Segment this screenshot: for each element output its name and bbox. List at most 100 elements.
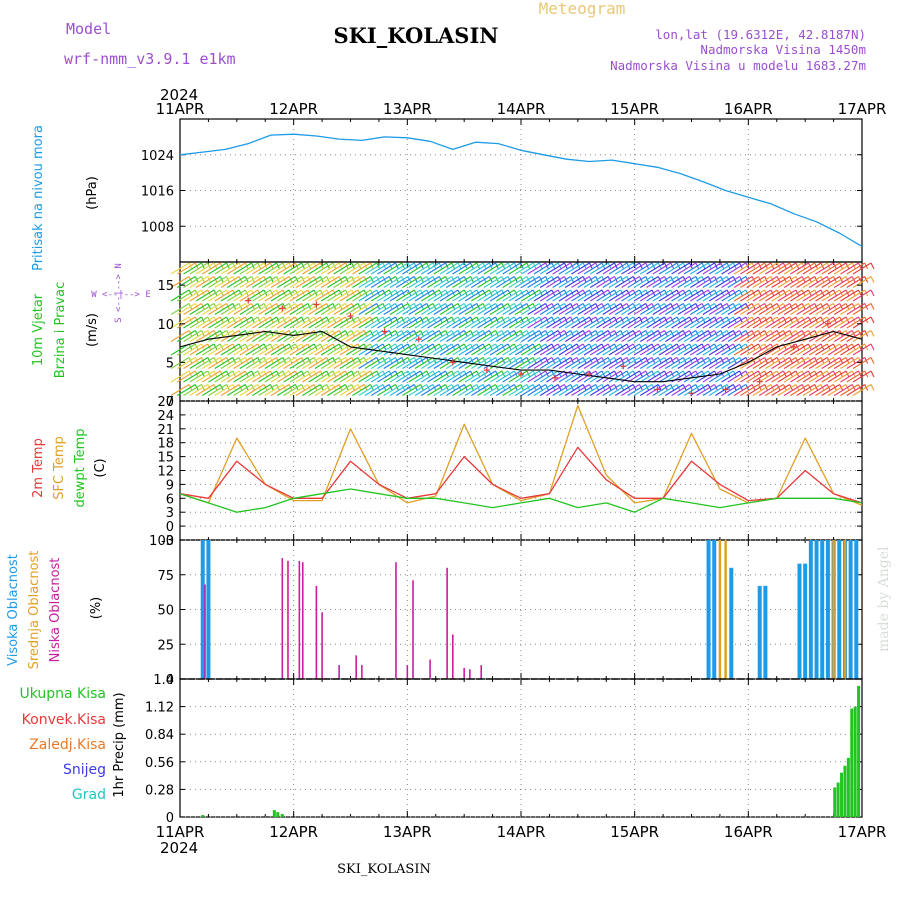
y-tick-label: 1016 bbox=[141, 185, 174, 200]
time-tick-label: 14APR bbox=[497, 100, 546, 118]
wind-barb bbox=[627, 357, 647, 369]
wind-barb bbox=[383, 262, 403, 275]
wind-barb bbox=[614, 303, 634, 315]
wind-barb bbox=[777, 316, 797, 329]
wind-barb bbox=[558, 357, 578, 369]
cloud-high-bar bbox=[825, 540, 830, 679]
wind-barb bbox=[721, 357, 740, 369]
wind-barb bbox=[370, 330, 390, 342]
wind-barb bbox=[245, 276, 265, 288]
wind-barb bbox=[364, 276, 384, 288]
wind-barb bbox=[439, 330, 459, 342]
wind-barb bbox=[477, 316, 496, 329]
wind-barb bbox=[377, 262, 396, 275]
wind-barb bbox=[577, 276, 596, 288]
wind-barb bbox=[220, 370, 240, 383]
wind-barb bbox=[790, 276, 809, 288]
time-tick-label: 12APR bbox=[269, 100, 318, 118]
wind-barb bbox=[840, 276, 859, 288]
wind-barb bbox=[289, 316, 309, 329]
wind-barb bbox=[833, 262, 853, 275]
precip-bar bbox=[276, 812, 280, 817]
wind-barb bbox=[815, 276, 834, 288]
precip-bar bbox=[843, 765, 847, 817]
pressure-line bbox=[179, 133, 863, 247]
wind-barb bbox=[252, 262, 271, 275]
wind-barb bbox=[201, 357, 221, 369]
wind-barb bbox=[183, 289, 202, 302]
wind-barb bbox=[846, 289, 866, 302]
wind-barb bbox=[264, 330, 284, 342]
wind-barb bbox=[558, 384, 578, 396]
wind-barb bbox=[539, 262, 559, 275]
wind-barb bbox=[571, 370, 590, 383]
wind-barb bbox=[345, 303, 365, 315]
wind-barb bbox=[740, 384, 759, 396]
wind-barb bbox=[702, 370, 722, 383]
wind-barb bbox=[846, 303, 866, 315]
wind-barb bbox=[740, 316, 759, 329]
wind-barb bbox=[327, 262, 346, 275]
wind-barb bbox=[176, 384, 196, 396]
wind-barb bbox=[870, 262, 875, 270]
wind-barb bbox=[508, 357, 528, 369]
wind-barb bbox=[552, 330, 571, 342]
wind-barb bbox=[277, 343, 296, 356]
wind-barb bbox=[614, 262, 634, 275]
precip-bar bbox=[846, 757, 850, 817]
wind-barb bbox=[258, 357, 277, 369]
wind-barb bbox=[264, 370, 284, 383]
wind-barb bbox=[765, 303, 784, 315]
wind-barb bbox=[690, 262, 709, 275]
wind-barb bbox=[314, 262, 334, 275]
wind-barb bbox=[420, 289, 440, 302]
wind-barb bbox=[846, 262, 866, 275]
wind-barb bbox=[245, 289, 265, 302]
wind-barb bbox=[446, 343, 465, 356]
wind-barb bbox=[552, 316, 571, 329]
wind-barb bbox=[489, 330, 509, 342]
wind-barb bbox=[370, 343, 390, 356]
wind-barb bbox=[389, 289, 409, 302]
wind-barb bbox=[677, 276, 697, 288]
wind-barb bbox=[502, 370, 521, 383]
wind-barb bbox=[489, 276, 509, 288]
wind-barb bbox=[602, 276, 622, 288]
wind-barb bbox=[608, 370, 628, 383]
wind-barb bbox=[652, 343, 672, 356]
wind-barb bbox=[464, 343, 484, 356]
wind-barb bbox=[489, 370, 509, 383]
wind-barb bbox=[527, 384, 546, 396]
wind-barb bbox=[464, 262, 484, 275]
wind-barb bbox=[408, 289, 428, 302]
wind-barb bbox=[808, 370, 828, 383]
wind-barb bbox=[489, 289, 509, 302]
wind-barb bbox=[508, 343, 528, 356]
wind-barb bbox=[683, 276, 703, 288]
wind-barb bbox=[252, 384, 271, 396]
wind-barb bbox=[639, 384, 659, 396]
wind-barb bbox=[439, 316, 459, 329]
wind-barb bbox=[852, 289, 872, 302]
wind-barb bbox=[571, 289, 590, 302]
wind-barb bbox=[733, 316, 753, 329]
wind-barb bbox=[514, 289, 534, 302]
wind-barb bbox=[733, 343, 753, 356]
wind-barb bbox=[564, 316, 584, 329]
wind-barb bbox=[352, 289, 371, 302]
wind-barb bbox=[870, 316, 875, 324]
wind-barb bbox=[395, 276, 415, 288]
wind-barb bbox=[176, 357, 196, 369]
wind-barb bbox=[790, 330, 809, 342]
wind-barb bbox=[558, 316, 578, 329]
wind-barb bbox=[777, 289, 797, 302]
wind-barb bbox=[621, 303, 640, 315]
wind-barb bbox=[621, 289, 640, 302]
wind-barb bbox=[746, 357, 765, 369]
wind-barb bbox=[740, 370, 759, 383]
wind-barb bbox=[558, 276, 578, 288]
wind-barb bbox=[715, 276, 734, 288]
wind-barb bbox=[289, 357, 309, 369]
wind-barb bbox=[289, 370, 309, 383]
wind-barb bbox=[295, 262, 315, 275]
